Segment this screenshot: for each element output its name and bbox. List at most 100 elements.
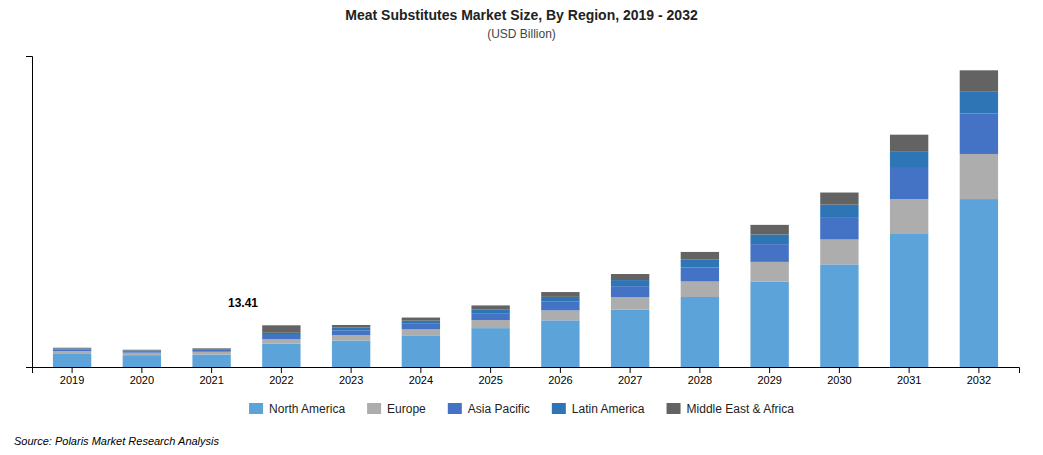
bar-segment bbox=[750, 244, 788, 262]
bar-segment bbox=[750, 235, 788, 245]
legend-label: Asia Pacific bbox=[468, 402, 530, 416]
bar-segment bbox=[262, 333, 300, 335]
bar-segment bbox=[820, 239, 858, 264]
bar-segment bbox=[471, 305, 509, 309]
series bbox=[53, 92, 998, 351]
bar-segment bbox=[402, 329, 440, 336]
bar-segment bbox=[332, 341, 370, 367]
source: Source: Polaris Market Research Analysis bbox=[14, 435, 220, 447]
bar-segment bbox=[681, 267, 719, 281]
bar-segment bbox=[681, 252, 719, 260]
bar-segment bbox=[123, 351, 161, 353]
bar-segment bbox=[890, 151, 928, 168]
bar-segment bbox=[611, 274, 649, 280]
x-tick: 2027 bbox=[618, 367, 642, 386]
bar-segment bbox=[471, 313, 509, 320]
bar-segment bbox=[53, 354, 91, 367]
bar-segment bbox=[541, 310, 579, 320]
x-tick: 2024 bbox=[409, 367, 433, 386]
x-tick-label: 2030 bbox=[827, 374, 851, 386]
bar-segment bbox=[123, 355, 161, 367]
x-tick-mark bbox=[72, 367, 73, 373]
x-tick-label: 2023 bbox=[339, 374, 363, 386]
bar-segment bbox=[402, 324, 440, 330]
annotation: 13.41 bbox=[228, 296, 258, 310]
x-tick-label: 2021 bbox=[199, 374, 223, 386]
bar-segment bbox=[820, 217, 858, 239]
bar-segment bbox=[53, 351, 91, 354]
series bbox=[53, 114, 998, 353]
bar-segment bbox=[960, 92, 998, 114]
bar-segment bbox=[750, 262, 788, 282]
bar-segment bbox=[750, 225, 788, 235]
x-tick-mark bbox=[490, 367, 491, 373]
x-axis: 2019202020212022202320242025202620272028… bbox=[33, 367, 1020, 386]
x-tick-label: 2028 bbox=[688, 374, 712, 386]
bar-segment bbox=[960, 154, 998, 199]
legend-swatch bbox=[552, 403, 566, 414]
x-tick-label: 2032 bbox=[967, 374, 991, 386]
x-tick: 2021 bbox=[199, 367, 223, 386]
bar-segment bbox=[890, 233, 928, 367]
bar-segment bbox=[192, 355, 230, 367]
bar-segment bbox=[53, 349, 91, 351]
x-tick-mark bbox=[769, 367, 770, 373]
x-tick-mark bbox=[351, 367, 352, 373]
x-tick-label: 2024 bbox=[409, 374, 433, 386]
bar-segment bbox=[960, 199, 998, 367]
bar-segment bbox=[53, 347, 91, 349]
x-tick-label: 2026 bbox=[548, 374, 572, 386]
bar-segment bbox=[123, 353, 161, 355]
series bbox=[53, 70, 998, 350]
bar-segment bbox=[890, 199, 928, 233]
bar-segment bbox=[890, 168, 928, 199]
series bbox=[53, 199, 998, 367]
bar-segment bbox=[192, 349, 230, 351]
x-tick-label: 2020 bbox=[130, 374, 154, 386]
bar-segment bbox=[402, 336, 440, 367]
x-tick: 2032 bbox=[967, 367, 991, 386]
x-tick-label: 2027 bbox=[618, 374, 642, 386]
bars bbox=[53, 70, 998, 367]
bar-segment bbox=[541, 302, 579, 311]
legend-item: Middle East & Africa bbox=[667, 402, 795, 416]
bar-segment bbox=[192, 348, 230, 350]
legend-item: North America bbox=[249, 402, 345, 416]
x-tick-mark bbox=[909, 367, 910, 373]
x-tick-label: 2025 bbox=[478, 374, 502, 386]
bar-segment bbox=[541, 297, 579, 302]
bar-segment bbox=[681, 260, 719, 268]
bar-segment bbox=[332, 328, 370, 331]
bar-segment bbox=[681, 297, 719, 367]
plot: 2019202020212022202320242025202620272028… bbox=[26, 57, 1020, 386]
bar-segment bbox=[262, 335, 300, 339]
bar-segment bbox=[960, 70, 998, 91]
bar-segment bbox=[820, 193, 858, 205]
chart: Meat Substitutes Market Size, By Region,… bbox=[0, 0, 1043, 455]
y-axis bbox=[26, 57, 33, 368]
x-tick: 2023 bbox=[339, 367, 363, 386]
x-tick-mark bbox=[699, 367, 700, 373]
x-tick: 2030 bbox=[827, 367, 851, 386]
legend-item: Latin America bbox=[552, 402, 645, 416]
title: Meat Substitutes Market Size, By Region,… bbox=[345, 7, 698, 23]
bar-segment bbox=[402, 318, 440, 321]
bar-segment bbox=[402, 321, 440, 324]
bar-segment bbox=[611, 280, 649, 286]
legend-item: Europe bbox=[367, 402, 426, 416]
bar-segment bbox=[262, 344, 300, 367]
bar-segment bbox=[332, 330, 370, 335]
x-tick: 2031 bbox=[897, 367, 921, 386]
bar-segment bbox=[820, 205, 858, 217]
bar-segment bbox=[890, 135, 928, 151]
x-axis-line bbox=[33, 368, 1020, 374]
y-axis-line bbox=[26, 57, 33, 368]
bar-segment bbox=[611, 297, 649, 309]
bar-segment bbox=[681, 281, 719, 297]
series bbox=[53, 154, 998, 355]
bar-segment bbox=[611, 286, 649, 297]
x-tick: 2028 bbox=[688, 367, 712, 386]
bar-segment bbox=[53, 348, 91, 350]
legend-swatch bbox=[367, 403, 381, 414]
subtitle: (USD Billion) bbox=[487, 27, 556, 41]
